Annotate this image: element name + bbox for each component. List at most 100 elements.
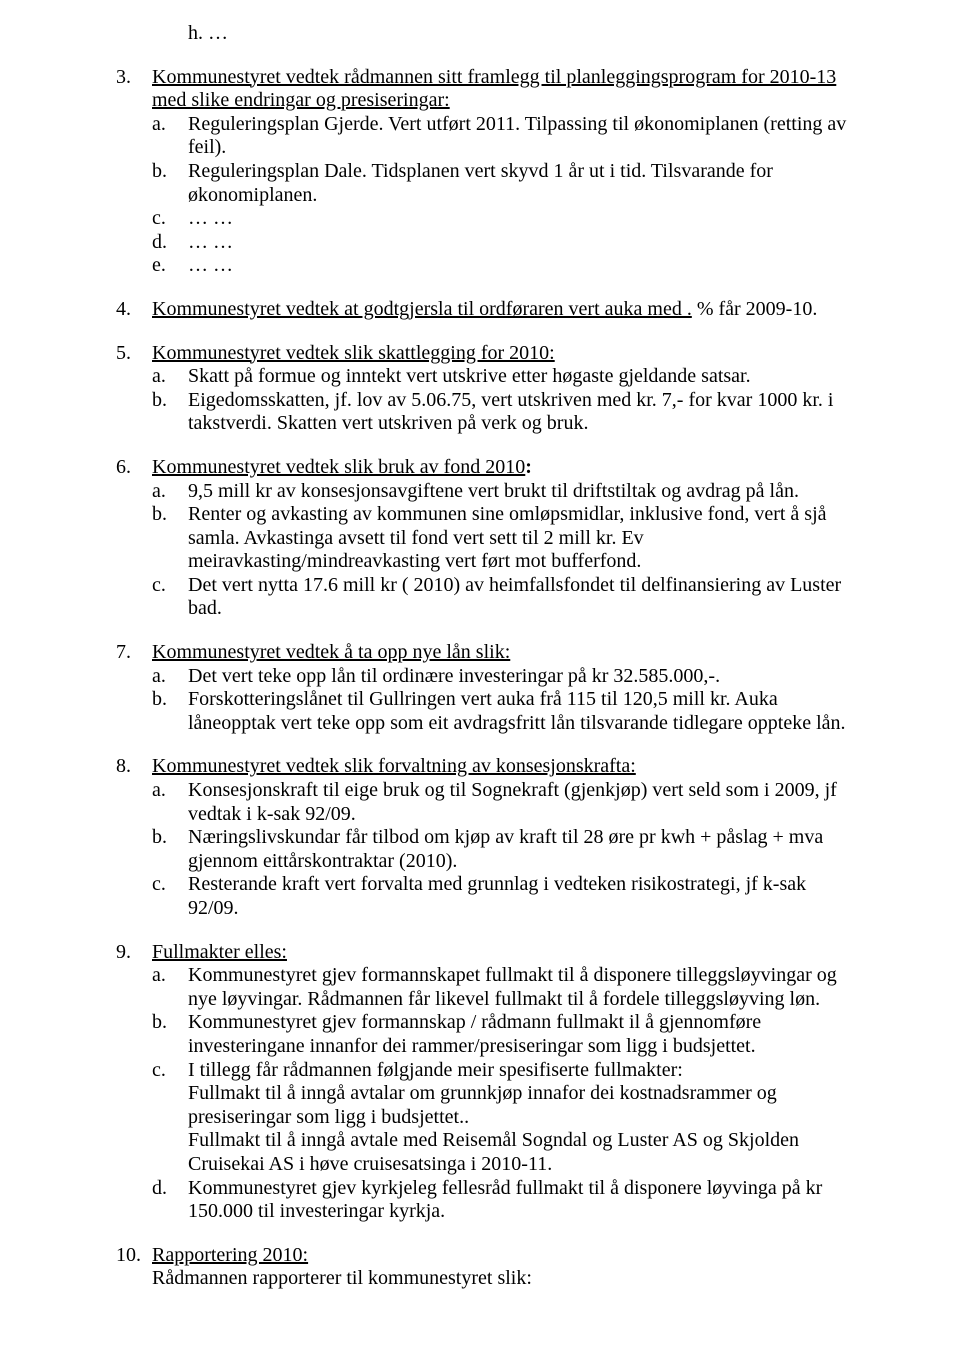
sub-list: a.9,5 mill kr av konsesjonsavgiftene ver… <box>152 480 860 622</box>
sub-list-item: b.Næringslivskundar får tilbod om kjøp a… <box>152 826 860 873</box>
sub-item-text-wrap: Det vert teke opp lån til ordinære inves… <box>188 665 860 689</box>
sub-item-text: Reguleringsplan Dale. Tidsplanen vert sk… <box>188 160 860 207</box>
sub-item-extra-line: Fullmakt til å inngå avtalar om grunnkjø… <box>188 1082 860 1129</box>
item-title: Kommunestyret vedtek slik bruk av fond 2… <box>152 456 525 478</box>
sub-item-text: Det vert teke opp lån til ordinære inves… <box>188 665 860 689</box>
sub-list-item: b.Forskotteringslånet til Gullringen ver… <box>152 688 860 735</box>
item-title-line: Kommunestyret vedtek at godtgjersla til … <box>152 298 860 322</box>
sub-item-letter: b. <box>152 160 188 184</box>
item-title: Kommunestyret vedtek rådmannen sitt fram… <box>152 66 836 112</box>
sub-item-text-wrap: Konsesjonskraft til eige bruk og til Sog… <box>188 779 860 826</box>
sub-item-text: Eigedomsskatten, jf. lov av 5.06.75, ver… <box>188 389 860 436</box>
sub-item-text-wrap: Det vert nytta 17.6 mill kr ( 2010) av h… <box>188 574 860 621</box>
item-title: Kommunestyret vedtek slik skattlegging f… <box>152 342 555 364</box>
item-title: Fullmakter elles: <box>152 941 287 963</box>
sub-item-letter: b. <box>152 503 188 527</box>
item-number: 7. <box>116 641 152 665</box>
item-number: 3. <box>116 66 152 90</box>
sub-item-letter: e. <box>152 254 188 278</box>
sub-item-text-wrap: Forskotteringslånet til Gullringen vert … <box>188 688 860 735</box>
list-item: 10.Rapportering 2010:Rådmannen rapporter… <box>116 1244 860 1291</box>
item-number: 6. <box>116 456 152 480</box>
sub-list-item: a.Det vert teke opp lån til ordinære inv… <box>152 665 860 689</box>
sub-item-text: Resterande kraft vert forvalta med grunn… <box>188 873 860 920</box>
sub-item-text-wrap: Kommunestyret gjev formannskapet fullmak… <box>188 964 860 1011</box>
list-item: 8.Kommunestyret vedtek slik forvaltning … <box>116 755 860 920</box>
h-suffix: … <box>208 22 228 44</box>
sub-item-text: Forskotteringslånet til Gullringen vert … <box>188 688 860 735</box>
item-title-line: Kommunestyret vedtek slik forvaltning av… <box>152 755 860 779</box>
item-title: Kommunestyret vedtek slik forvaltning av… <box>152 755 636 777</box>
h-prefix: h. <box>188 22 203 44</box>
sub-item-text-wrap: Eigedomsskatten, jf. lov av 5.06.75, ver… <box>188 389 860 436</box>
sub-list-item: c.Det vert nytta 17.6 mill kr ( 2010) av… <box>152 574 860 621</box>
sub-list-item: c.I tillegg får rådmannen følgjande meir… <box>152 1059 860 1177</box>
ordered-list-root: 3.Kommunestyret vedtek rådmannen sitt fr… <box>116 66 860 1291</box>
sub-item-text-wrap: … … <box>188 207 860 231</box>
item-title-line: Kommunestyret vedtek å ta opp nye lån sl… <box>152 641 860 665</box>
sub-list-item: c.Resterande kraft vert forvalta med gru… <box>152 873 860 920</box>
sub-item-letter: c. <box>152 873 188 897</box>
sub-item-text: Reguleringsplan Gjerde. Vert utført 2011… <box>188 113 860 160</box>
item-title: Kommunestyret vedtek å ta opp nye lån sl… <box>152 641 510 663</box>
item-title-line: Fullmakter elles: <box>152 941 860 965</box>
item-body: Kommunestyret vedtek å ta opp nye lån sl… <box>152 641 860 735</box>
item-body: Kommunestyret vedtek slik skattlegging f… <box>152 342 860 436</box>
sub-item-text: 9,5 mill kr av konsesjonsavgiftene vert … <box>188 480 860 504</box>
sub-list: a.Reguleringsplan Gjerde. Vert utført 20… <box>152 113 860 278</box>
sub-list: a.Kommunestyret gjev formannskapet fullm… <box>152 964 860 1224</box>
sub-item-letter: b. <box>152 826 188 850</box>
sub-list-item: c.… … <box>152 207 860 231</box>
sub-item-extra-line: Fullmakt til å inngå avtale med Reisemål… <box>188 1129 860 1176</box>
item-title-line: Kommunestyret vedtek rådmannen sitt fram… <box>152 66 860 113</box>
sub-item-text: Det vert nytta 17.6 mill kr ( 2010) av h… <box>188 574 860 621</box>
sub-item-letter: a. <box>152 113 188 137</box>
sub-list-item: a.Skatt på formue og inntekt vert utskri… <box>152 365 860 389</box>
sub-item-text-wrap: Resterande kraft vert forvalta med grunn… <box>188 873 860 920</box>
sub-item-text: … … <box>188 207 860 231</box>
sub-item-text-wrap: Kommunestyret gjev formannskap / rådmann… <box>188 1011 860 1058</box>
item-body: Kommunestyret vedtek slik bruk av fond 2… <box>152 456 860 621</box>
item-number: 4. <box>116 298 152 322</box>
item-body: Kommunestyret vedtek at godtgjersla til … <box>152 298 860 322</box>
sub-list: a.Skatt på formue og inntekt vert utskri… <box>152 365 860 436</box>
sub-item-letter: b. <box>152 389 188 413</box>
sub-item-text: Renter og avkasting av kommunen sine oml… <box>188 503 860 574</box>
item-title-colon: : <box>525 456 532 478</box>
sub-list-item: b.Kommunestyret gjev formannskap / rådma… <box>152 1011 860 1058</box>
item-body: Fullmakter elles:a.Kommunestyret gjev fo… <box>152 941 860 1224</box>
item-title-line: Kommunestyret vedtek slik bruk av fond 2… <box>152 456 860 480</box>
sub-item-text: Skatt på formue og inntekt vert utskrive… <box>188 365 860 389</box>
sub-item-letter: a. <box>152 480 188 504</box>
sub-list: a.Det vert teke opp lån til ordinære inv… <box>152 665 860 736</box>
sub-list-item: d.Kommunestyret gjev kyrkjeleg fellesråd… <box>152 1177 860 1224</box>
sub-list: a.Konsesjonskraft til eige bruk og til S… <box>152 779 860 921</box>
list-item: 9.Fullmakter elles:a.Kommunestyret gjev … <box>116 941 860 1224</box>
sub-item-text: Kommunestyret gjev formannskap / rådmann… <box>188 1011 860 1058</box>
sub-item-text: Kommunestyret gjev formannskapet fullmak… <box>188 964 860 1011</box>
item-title: Rapportering 2010: <box>152 1244 308 1266</box>
item-trailing-text: Rådmannen rapporterer til kommunestyret … <box>152 1267 860 1291</box>
sub-item-letter: b. <box>152 1011 188 1035</box>
sub-item-text: I tillegg får rådmannen følgjande meir s… <box>188 1059 860 1083</box>
sub-list-item: e.… … <box>152 254 860 278</box>
sub-item-letter: d. <box>152 231 188 255</box>
sub-item-text: … … <box>188 231 860 255</box>
item-title-line: Rapportering 2010: <box>152 1244 860 1268</box>
sub-item-text-wrap: Renter og avkasting av kommunen sine oml… <box>188 503 860 574</box>
list-item: 7.Kommunestyret vedtek å ta opp nye lån … <box>116 641 860 735</box>
sub-item-letter: b. <box>152 688 188 712</box>
sub-list-item: a.9,5 mill kr av konsesjonsavgiftene ver… <box>152 480 860 504</box>
item-title: Kommunestyret vedtek at godtgjersla til … <box>152 298 692 320</box>
sub-item-text-wrap: … … <box>188 254 860 278</box>
item-number: 5. <box>116 342 152 366</box>
sub-list-item: b.Renter og avkasting av kommunen sine o… <box>152 503 860 574</box>
sub-item-text-wrap: 9,5 mill kr av konsesjonsavgiftene vert … <box>188 480 860 504</box>
sub-item-text-wrap: I tillegg får rådmannen følgjande meir s… <box>188 1059 860 1177</box>
list-item: 5.Kommunestyret vedtek slik skattlegging… <box>116 342 860 436</box>
sub-item-text-wrap: Reguleringsplan Gjerde. Vert utført 2011… <box>188 113 860 160</box>
sub-item-letter: a. <box>152 779 188 803</box>
sub-item-text: Konsesjonskraft til eige bruk og til Sog… <box>188 779 860 826</box>
item-title-line: Kommunestyret vedtek slik skattlegging f… <box>152 342 860 366</box>
sub-item-text: Næringslivskundar får tilbod om kjøp av … <box>188 826 860 873</box>
